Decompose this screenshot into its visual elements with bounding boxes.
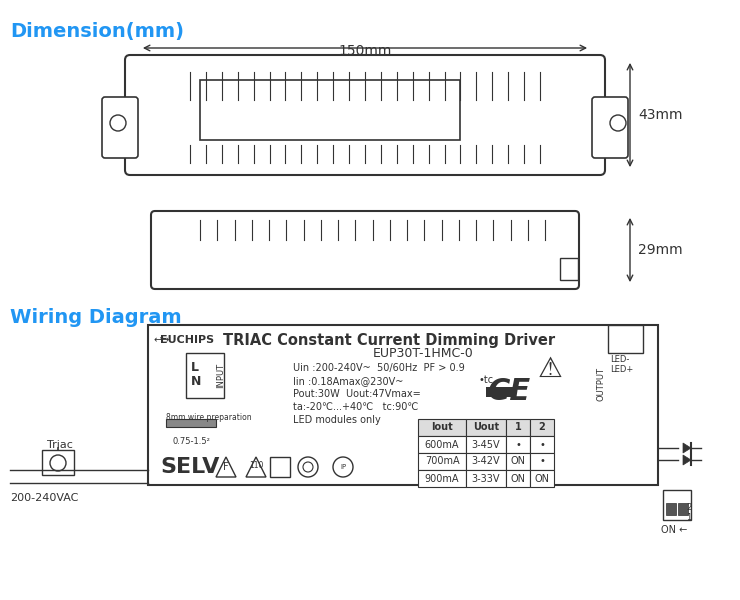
Text: ON: ON	[511, 473, 525, 484]
Polygon shape	[683, 443, 691, 453]
Circle shape	[303, 462, 313, 472]
Text: 3-42V: 3-42V	[471, 457, 500, 467]
Bar	[608, 325, 643, 353]
Bar	[530, 470, 554, 487]
Text: 43mm: 43mm	[638, 108, 682, 122]
Text: 150mm: 150mm	[338, 44, 391, 58]
Text: 8mm wire preparation: 8mm wire preparation	[166, 413, 252, 422]
Text: OUTPUT: OUTPUT	[596, 367, 605, 401]
Text: N: N	[191, 375, 201, 388]
Text: F: F	[223, 462, 229, 472]
Text: EUP30T-1HMC-0: EUP30T-1HMC-0	[373, 347, 474, 360]
Text: •: •	[539, 457, 545, 467]
Bar	[506, 470, 530, 487]
Text: •: •	[539, 439, 545, 449]
Text: Uout: Uout	[473, 422, 499, 433]
Text: LED-: LED-	[610, 355, 630, 364]
Bar	[486, 387, 516, 397]
Bar	[506, 453, 530, 470]
Text: ON: ON	[511, 457, 525, 467]
Text: 3-33V: 3-33V	[472, 473, 500, 484]
Bar	[666, 503, 676, 515]
Bar	[466, 453, 506, 470]
Text: 1: 1	[514, 422, 522, 433]
Polygon shape	[683, 455, 691, 465]
Circle shape	[333, 457, 353, 477]
FancyBboxPatch shape	[151, 211, 579, 289]
Circle shape	[50, 455, 66, 471]
Bar	[506, 419, 530, 436]
Bar	[418, 419, 466, 436]
Bar	[466, 419, 506, 436]
Bar	[166, 419, 216, 427]
Bar	[678, 503, 688, 515]
Bar	[418, 453, 466, 470]
Bar	[530, 419, 554, 436]
Bar	[418, 436, 466, 453]
Circle shape	[298, 457, 318, 477]
Text: CE: CE	[488, 377, 531, 406]
Bar	[530, 453, 554, 470]
Text: 2: 2	[686, 503, 691, 512]
Bar	[560, 258, 578, 280]
Text: SELV: SELV	[160, 457, 219, 477]
Bar	[506, 436, 530, 453]
Bar	[418, 470, 466, 487]
Text: Pout:30W  Uout:47Vmax=: Pout:30W Uout:47Vmax=	[293, 389, 421, 399]
Text: Dimension(mm): Dimension(mm)	[10, 22, 184, 41]
Text: Wiring Diagram: Wiring Diagram	[10, 308, 181, 327]
Text: ⚠: ⚠	[538, 355, 563, 383]
Bar	[663, 490, 691, 520]
Text: ON: ON	[534, 473, 550, 484]
Text: Triac: Triac	[47, 440, 73, 450]
Text: •tc: •tc	[478, 375, 493, 385]
Circle shape	[110, 115, 126, 131]
FancyBboxPatch shape	[592, 97, 628, 158]
Bar	[530, 436, 554, 453]
Bar	[466, 436, 506, 453]
Text: 700mA: 700mA	[425, 457, 460, 467]
Text: L: L	[191, 361, 199, 374]
FancyBboxPatch shape	[125, 55, 605, 175]
Bar	[186, 353, 224, 398]
Bar	[200, 80, 460, 140]
Text: 0.75-1.5²: 0.75-1.5²	[172, 437, 210, 446]
Bar	[466, 470, 506, 487]
Text: 110: 110	[249, 461, 263, 469]
Text: 200-240VAC: 200-240VAC	[10, 493, 78, 503]
Circle shape	[610, 115, 626, 131]
Text: LED+: LED+	[610, 365, 633, 374]
Text: 900mA: 900mA	[425, 473, 460, 484]
Bar	[42, 450, 74, 475]
Bar	[148, 325, 658, 485]
Text: LED modules only: LED modules only	[293, 415, 381, 425]
Text: ta:-20℃...+40℃   tc:90℃: ta:-20℃...+40℃ tc:90℃	[293, 402, 418, 412]
Text: 600mA: 600mA	[425, 439, 460, 449]
Text: IP: IP	[340, 464, 346, 470]
Text: 3-45V: 3-45V	[471, 439, 500, 449]
Text: Uin :200-240V~  50/60Hz  PF > 0.9: Uin :200-240V~ 50/60Hz PF > 0.9	[293, 363, 465, 373]
Text: •: •	[515, 439, 521, 449]
Text: INPUT: INPUT	[216, 362, 225, 388]
Text: ↩↪: ↩↪	[153, 335, 169, 345]
Text: ON ←: ON ←	[661, 525, 687, 535]
FancyBboxPatch shape	[102, 97, 138, 158]
Text: 2: 2	[539, 422, 545, 433]
Text: EUCHIPS: EUCHIPS	[160, 335, 214, 345]
Bar	[270, 457, 290, 477]
Text: Iout: Iout	[431, 422, 453, 433]
Text: 29mm: 29mm	[638, 243, 682, 257]
Text: 1: 1	[686, 514, 691, 523]
Text: TRIAC Constant Current Dimming Driver: TRIAC Constant Current Dimming Driver	[223, 333, 555, 348]
Text: Iin :0.18Amax@230V~: Iin :0.18Amax@230V~	[293, 376, 403, 386]
